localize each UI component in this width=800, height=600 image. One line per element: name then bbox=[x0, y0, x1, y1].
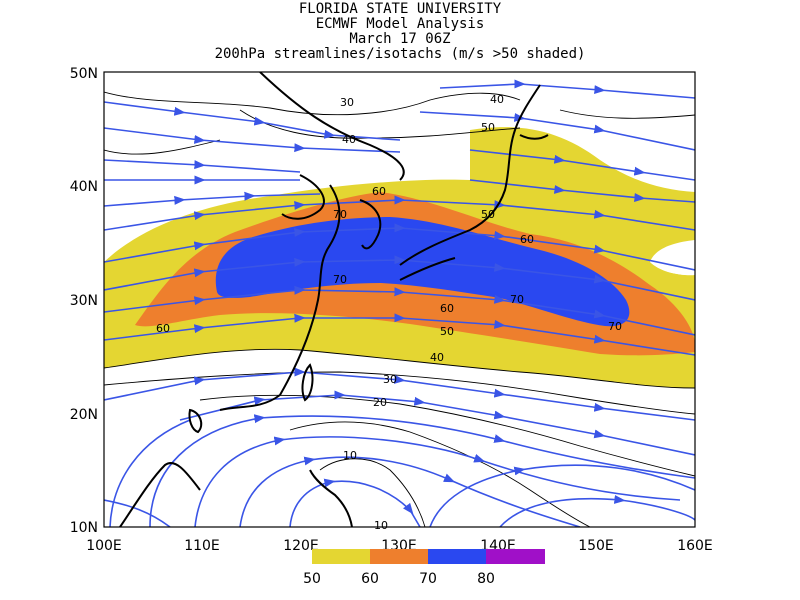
title-line-2: ECMWF Model Analysis bbox=[315, 16, 485, 32]
contour-labels: 30 40 40 50 50 60 60 70 70 70 60 50 60 7… bbox=[156, 93, 622, 532]
contour-label: 60 bbox=[372, 185, 386, 198]
lat-label: 20N bbox=[70, 407, 98, 423]
streamlines bbox=[104, 79, 695, 527]
colorbar-swatch-60 bbox=[370, 549, 428, 564]
lon-label: 120E bbox=[283, 538, 319, 554]
contour-label: 40 bbox=[342, 133, 356, 146]
contour-label: 50 bbox=[440, 325, 454, 338]
contour-label: 30 bbox=[340, 96, 354, 109]
plot-area bbox=[104, 72, 695, 527]
contour-label: 70 bbox=[333, 273, 347, 286]
title-line-3: March 17 06Z bbox=[349, 31, 451, 47]
contour-label: 10 bbox=[374, 519, 388, 532]
contour-label: 40 bbox=[490, 93, 504, 106]
colorbar-label: 80 bbox=[477, 571, 495, 587]
colorbar-label: 60 bbox=[361, 571, 379, 587]
contour-label: 70 bbox=[333, 208, 347, 221]
isotach-white-hole bbox=[650, 240, 695, 276]
contour-label: 50 bbox=[481, 121, 495, 134]
colorbar-label: 50 bbox=[303, 571, 321, 587]
lat-axis: 10N 20N 30N 40N 50N bbox=[70, 66, 98, 536]
lon-label: 100E bbox=[86, 538, 122, 554]
colorbar: 50 60 70 80 bbox=[303, 549, 545, 587]
coastlines bbox=[119, 72, 549, 527]
contour-label: 60 bbox=[156, 322, 170, 335]
lat-label: 10N bbox=[70, 520, 98, 536]
lat-label: 50N bbox=[70, 66, 98, 82]
colorbar-swatch-80 bbox=[486, 549, 545, 564]
lat-label: 40N bbox=[70, 179, 98, 195]
contour-label: 70 bbox=[510, 293, 524, 306]
lat-label: 30N bbox=[70, 293, 98, 309]
contour-label: 20 bbox=[373, 396, 387, 409]
colorbar-swatch-50 bbox=[312, 549, 370, 564]
lon-label: 150E bbox=[578, 538, 614, 554]
lon-label: 110E bbox=[184, 538, 220, 554]
contour-label: 60 bbox=[520, 233, 534, 246]
colorbar-label: 70 bbox=[419, 571, 437, 587]
plot-frame bbox=[103, 71, 696, 528]
title-line-4: 200hPa streamlines/isotachs (m/s >50 sha… bbox=[214, 46, 586, 62]
contour-label: 30 bbox=[383, 373, 397, 386]
contour-label: 70 bbox=[608, 320, 622, 333]
contour-label: 40 bbox=[430, 351, 444, 364]
contour-label: 60 bbox=[440, 302, 454, 315]
title-line-1: FLORIDA STATE UNIVERSITY bbox=[298, 1, 502, 17]
colorbar-swatch-70 bbox=[428, 549, 486, 564]
lon-label: 160E bbox=[677, 538, 713, 554]
contour-label: 10 bbox=[343, 449, 357, 462]
contour-label: 50 bbox=[481, 208, 495, 221]
